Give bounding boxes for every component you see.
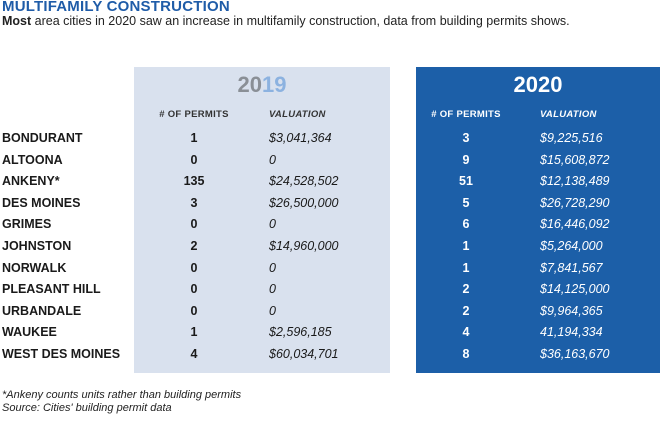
year-2019-prefix: 20 bbox=[237, 72, 262, 97]
city-name: BONDURANT bbox=[2, 131, 83, 145]
city-name: ALTOONA bbox=[2, 152, 63, 167]
valuation-2019: $3,041,364 bbox=[269, 131, 332, 145]
table-row: GRIMES 0 0 6 $16,446,092 bbox=[0, 214, 660, 236]
header-permits-2020: # OF PERMITS bbox=[431, 109, 501, 120]
permits-2019: 0 bbox=[190, 260, 198, 275]
valuation-2020: $12,138,489 bbox=[540, 174, 610, 189]
source-note: Source: Cities' building permit data bbox=[2, 402, 172, 414]
valuation-2019: $26,500,000 bbox=[269, 195, 339, 210]
table-row: BONDURANT 1 $3,041,364 3 $9,225,516 bbox=[0, 128, 660, 150]
footnote: *Ankeny counts units rather than buildin… bbox=[2, 389, 242, 401]
permits-2019: 0 bbox=[190, 217, 198, 232]
valuation-2019: $2,596,185 bbox=[269, 325, 332, 340]
city-name: ANKENY* bbox=[2, 174, 60, 189]
city-name: URBANDALE bbox=[2, 303, 82, 318]
permits-2020: 6 bbox=[462, 217, 470, 232]
permits-2019: 3 bbox=[190, 195, 198, 210]
page-title: MULTIFAMILY CONSTRUCTION bbox=[2, 0, 230, 15]
permits-2019: 2 bbox=[190, 239, 198, 253]
permits-2020: 8 bbox=[462, 347, 470, 361]
header-permits-2019: # OF PERMITS bbox=[159, 109, 229, 120]
valuation-2019: $24,528,502 bbox=[269, 174, 339, 189]
panel-2020 bbox=[416, 67, 660, 373]
valuation-2020: $16,446,092 bbox=[540, 217, 610, 232]
table-row: ANKENY* 135 $24,528,502 51 $12,138,489 bbox=[0, 171, 660, 193]
valuation-2020: 41,194,334 bbox=[540, 325, 603, 340]
valuation-2020: $14,125,000 bbox=[540, 282, 610, 297]
city-name: GRIMES bbox=[2, 217, 52, 232]
permits-2019: 0 bbox=[190, 282, 198, 297]
valuation-2019: 0 bbox=[269, 260, 276, 275]
table-row: DES MOINES 3 $26,500,000 5 $26,728,290 bbox=[0, 193, 660, 215]
valuation-2019: 0 bbox=[269, 303, 276, 318]
subtitle-text: area cities in 2020 saw an increase in m… bbox=[31, 14, 570, 28]
valuation-2019: $60,034,701 bbox=[269, 347, 339, 361]
valuation-2020: $26,728,290 bbox=[540, 195, 610, 210]
valuation-2020: $15,608,872 bbox=[540, 152, 610, 167]
table-row: PLEASANT HILL 0 0 2 $14,125,000 bbox=[0, 279, 660, 301]
valuation-2019: 0 bbox=[269, 217, 276, 232]
permits-2020: 51 bbox=[459, 174, 473, 189]
permits-2020: 2 bbox=[462, 282, 470, 297]
city-name: JOHNSTON bbox=[2, 239, 72, 253]
valuation-2020: $5,264,000 bbox=[540, 239, 603, 253]
city-name: DES MOINES bbox=[2, 195, 81, 210]
permits-2020: 3 bbox=[462, 131, 470, 145]
city-name: WEST DES MOINES bbox=[2, 347, 121, 361]
year-2019-heading: 2019 bbox=[134, 72, 390, 98]
permits-2019: 4 bbox=[190, 347, 198, 361]
year-2019-suffix: 19 bbox=[262, 72, 287, 97]
permits-2020: 1 bbox=[462, 260, 470, 275]
permits-2019: 0 bbox=[190, 152, 198, 167]
table-row: ALTOONA 0 0 9 $15,608,872 bbox=[0, 150, 660, 172]
permits-2019: 135 bbox=[183, 174, 205, 189]
panel-2019 bbox=[134, 67, 390, 373]
permits-2020: 2 bbox=[462, 303, 470, 318]
table-row: URBANDALE 0 0 2 $9,964,365 bbox=[0, 301, 660, 323]
city-name: NORWALK bbox=[2, 260, 67, 275]
subtitle-bold: Most bbox=[2, 14, 32, 28]
valuation-2020: $9,964,365 bbox=[540, 303, 603, 318]
year-2020-heading: 2020 bbox=[513, 72, 563, 97]
valuation-2020: $9,225,516 bbox=[540, 131, 603, 145]
permits-2020: 5 bbox=[462, 195, 470, 210]
permits-2019: 1 bbox=[190, 131, 198, 145]
table-row: JOHNSTON 2 $14,960,000 1 $5,264,000 bbox=[0, 236, 660, 258]
permits-2020: 4 bbox=[462, 325, 470, 340]
valuation-2019: 0 bbox=[269, 282, 276, 297]
valuation-2019: $14,960,000 bbox=[269, 239, 339, 253]
subtitle: Most area cities in 2020 saw an increase… bbox=[2, 14, 570, 28]
table-row: WEST DES MOINES 4 $60,034,701 8 $36,163,670 bbox=[0, 344, 660, 366]
valuation-2019: 0 bbox=[269, 152, 276, 167]
valuation-2020: $7,841,567 bbox=[540, 260, 603, 275]
city-name: PLEASANT HILL bbox=[2, 282, 101, 297]
valuation-2020: $36,163,670 bbox=[540, 347, 610, 361]
table-row: NORWALK 0 0 1 $7,841,567 bbox=[0, 258, 660, 280]
city-name: WAUKEE bbox=[2, 325, 57, 340]
permits-2019: 0 bbox=[190, 303, 198, 318]
permits-2020: 1 bbox=[462, 239, 470, 253]
permits-2020: 9 bbox=[462, 152, 470, 167]
header-valuation-2020: VALUATION bbox=[540, 109, 597, 120]
header-valuation-2019: VALUATION bbox=[269, 109, 326, 120]
permits-2019: 1 bbox=[190, 325, 198, 340]
table-row: WAUKEE 1 $2,596,185 4 41,194,334 bbox=[0, 322, 660, 344]
